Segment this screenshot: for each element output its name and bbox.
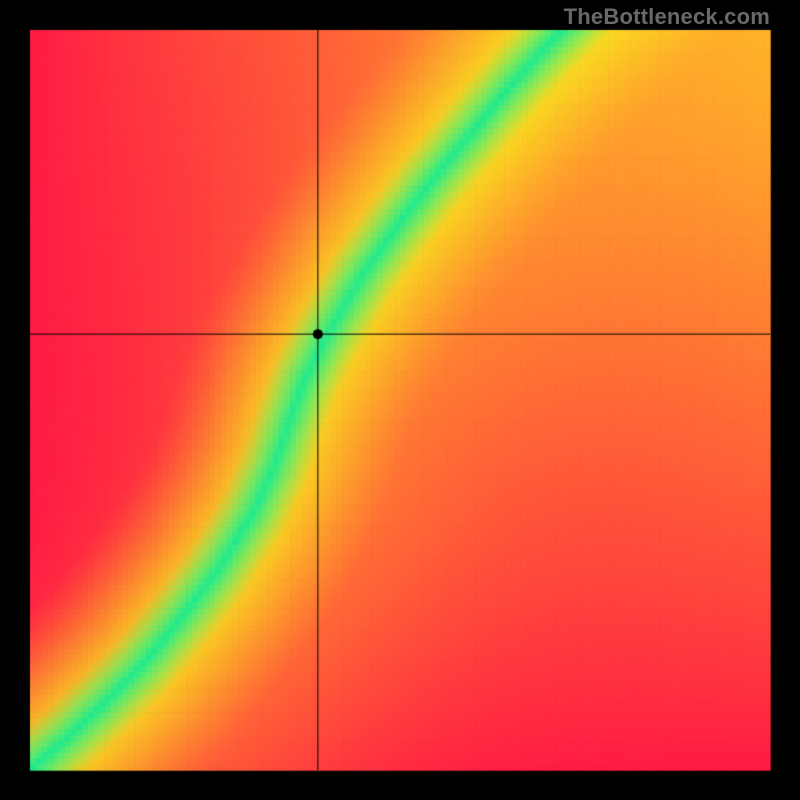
watermark-text: TheBottleneck.com bbox=[564, 4, 770, 30]
bottleneck-heatmap bbox=[0, 0, 800, 800]
